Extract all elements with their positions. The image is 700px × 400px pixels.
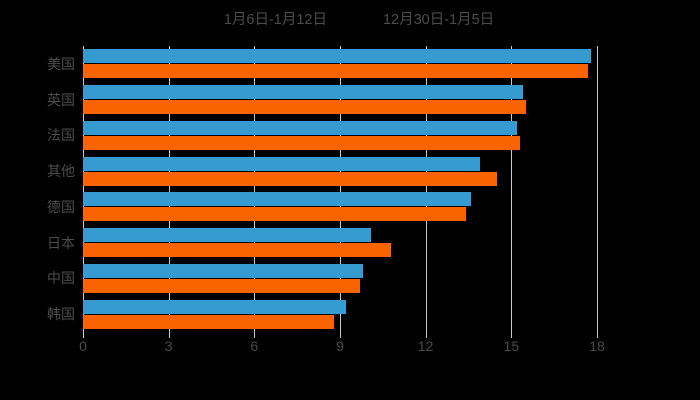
x-axis-tick-marks bbox=[83, 332, 598, 338]
x-axis-label-15: 15 bbox=[503, 338, 520, 354]
bar[interactable] bbox=[83, 171, 498, 186]
bar-group bbox=[83, 85, 597, 115]
legend-marker-circle-icon bbox=[206, 13, 217, 24]
bar[interactable] bbox=[83, 120, 518, 135]
bar-group bbox=[83, 49, 597, 79]
y-axis-labels: 美国英国法国其他德国日本中国韩国 bbox=[0, 46, 75, 332]
x-axis-label-6: 6 bbox=[250, 338, 259, 354]
legend-label-series-2: 12月30日-1月5日 bbox=[382, 12, 495, 28]
legend-marker-square-icon bbox=[365, 13, 376, 24]
bar-group bbox=[83, 192, 597, 222]
x-tick-mark-0 bbox=[83, 332, 84, 338]
x-tick-mark-3 bbox=[168, 332, 170, 338]
x-axis-label-18: 18 bbox=[589, 338, 605, 354]
x-tick-mark-6 bbox=[254, 332, 256, 338]
bar[interactable] bbox=[83, 299, 346, 314]
gridline-x-18 bbox=[597, 46, 598, 332]
y-axis-label-4: 德国 bbox=[47, 198, 75, 215]
x-axis-label-0: 0 bbox=[79, 338, 87, 354]
bar[interactable] bbox=[83, 278, 360, 293]
x-axis-label-9: 9 bbox=[336, 338, 344, 354]
bar[interactable] bbox=[83, 228, 372, 243]
y-axis-label-2: 法国 bbox=[47, 127, 75, 144]
y-axis-label-5: 日本 bbox=[47, 234, 75, 251]
chart-legend: 1月6日-1月12日 12月30日-1月5日 bbox=[0, 8, 700, 29]
bar[interactable] bbox=[83, 100, 526, 115]
y-axis-label-3: 其他 bbox=[47, 163, 75, 180]
bar[interactable] bbox=[83, 207, 466, 222]
bar[interactable] bbox=[83, 314, 335, 329]
bar-group bbox=[83, 228, 597, 258]
bar[interactable] bbox=[83, 85, 523, 100]
x-tick-mark-15 bbox=[511, 332, 513, 338]
bar[interactable] bbox=[83, 135, 520, 150]
y-axis-label-7: 韩国 bbox=[47, 306, 75, 323]
y-axis-label-0: 美国 bbox=[47, 55, 75, 72]
x-axis-label-12: 12 bbox=[417, 338, 434, 354]
plot-area bbox=[83, 46, 598, 332]
x-tick-mark-12 bbox=[425, 332, 427, 338]
x-axis-label-3: 3 bbox=[164, 338, 173, 354]
bar[interactable] bbox=[83, 263, 363, 278]
bar-group bbox=[83, 120, 597, 150]
bar-group bbox=[83, 263, 597, 293]
legend-label-series-1: 1月6日-1月12日 bbox=[223, 12, 327, 28]
legend-item-series-2[interactable]: 12月30日-1月5日 bbox=[365, 8, 494, 29]
legend-item-series-1[interactable]: 1月6日-1月12日 bbox=[206, 8, 327, 29]
bar[interactable] bbox=[83, 243, 392, 258]
y-axis-label-6: 中国 bbox=[47, 270, 75, 287]
bar-group bbox=[83, 156, 597, 186]
bar[interactable] bbox=[83, 192, 472, 207]
bar-group bbox=[83, 299, 597, 329]
bar[interactable] bbox=[83, 64, 589, 79]
x-axis-labels: 0 3 6 9 12 15 18 bbox=[0, 338, 700, 358]
bar[interactable] bbox=[83, 49, 592, 64]
bars-layer bbox=[83, 46, 597, 332]
x-tick-mark-18 bbox=[597, 332, 598, 338]
y-axis-label-1: 英国 bbox=[47, 91, 75, 108]
x-tick-mark-9 bbox=[340, 332, 341, 338]
bar[interactable] bbox=[83, 156, 480, 171]
